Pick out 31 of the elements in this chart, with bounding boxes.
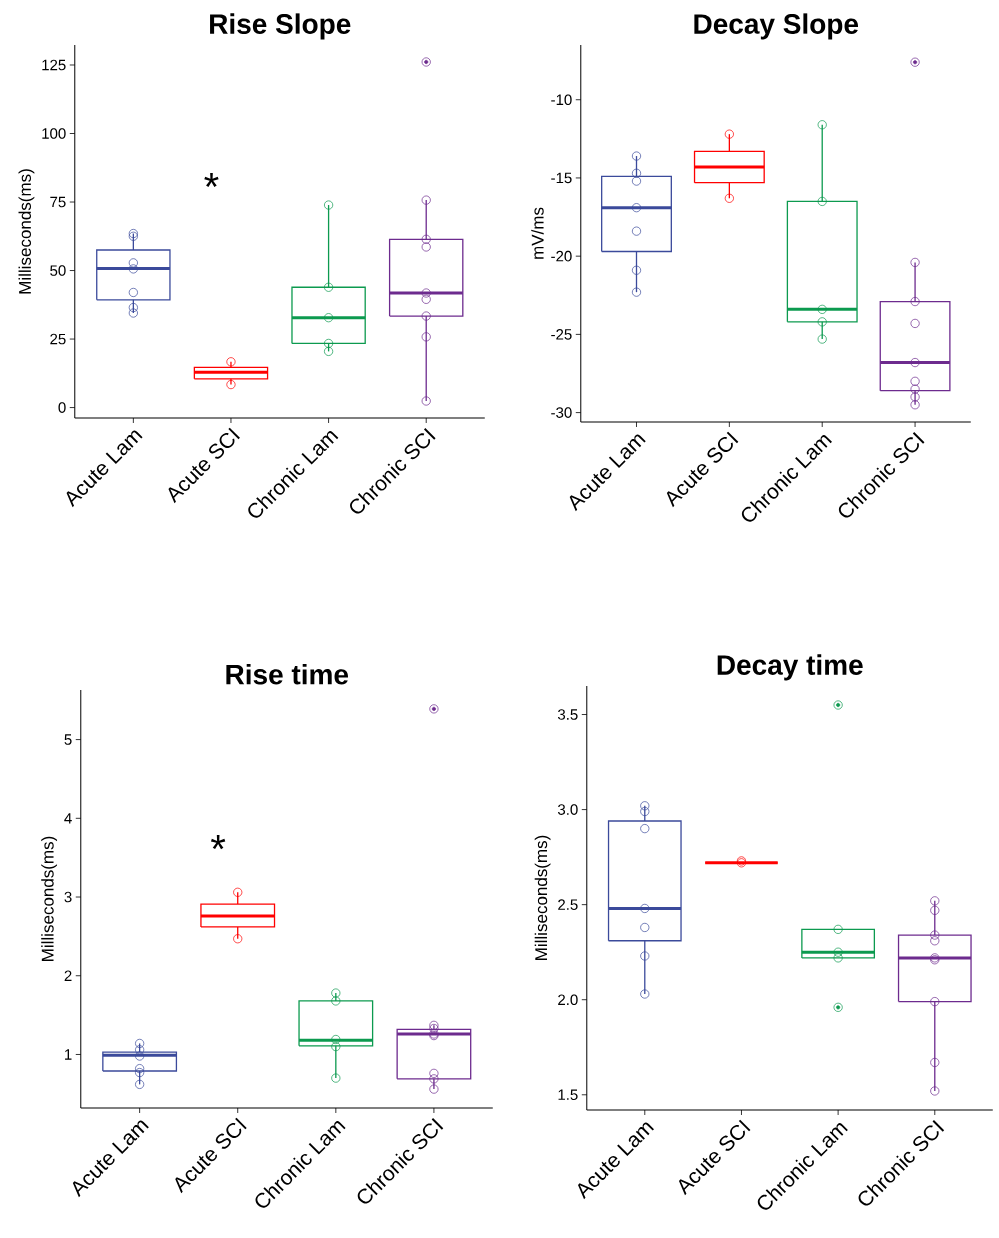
y-tick-label: 3.5 (558, 709, 578, 720)
chart-title: Rise time (226, 663, 349, 685)
y-axis-title: Milliseconds(ms) (41, 836, 58, 961)
y-tick-label: -25 (551, 329, 572, 340)
chart-title: Decay Slope (694, 13, 859, 40)
chart-title: Decay time (717, 654, 863, 681)
y-tick-label: 3.0 (558, 804, 578, 815)
y-axis-title: mV/ms (531, 207, 544, 259)
y-tick-label: 2 (64, 970, 72, 981)
y-tick-label: 1 (65, 1049, 72, 1060)
y-tick-label: -30 (551, 407, 572, 418)
y-tick-label: 50 (50, 265, 66, 276)
y-tick-label: -10 (551, 94, 572, 106)
chart-title: Rise Slope (210, 13, 351, 40)
y-tick-label: 25 (50, 333, 66, 345)
annotation: * (204, 172, 219, 188)
y-tick-label: 4 (64, 813, 72, 824)
y-tick-label: 100 (42, 128, 66, 139)
y-tick-label: -20 (551, 250, 572, 262)
y-tick-label: 5 (64, 734, 72, 745)
y-tick-label: 2.0 (558, 994, 578, 1006)
y-tick-label: 75 (50, 196, 66, 208)
y-tick-label: -15 (551, 172, 572, 184)
y-tick-label: 0 (58, 402, 66, 413)
y-axis-title: Milliseconds(ms) (534, 835, 551, 960)
y-tick-label: 3 (64, 891, 72, 903)
annotation: * (211, 835, 226, 850)
y-tick-label: 2.5 (558, 899, 578, 910)
y-tick-label: 125 (42, 59, 66, 71)
y-axis-title: Milliseconds(ms) (18, 169, 35, 294)
y-tick-label: 1.5 (558, 1089, 578, 1101)
